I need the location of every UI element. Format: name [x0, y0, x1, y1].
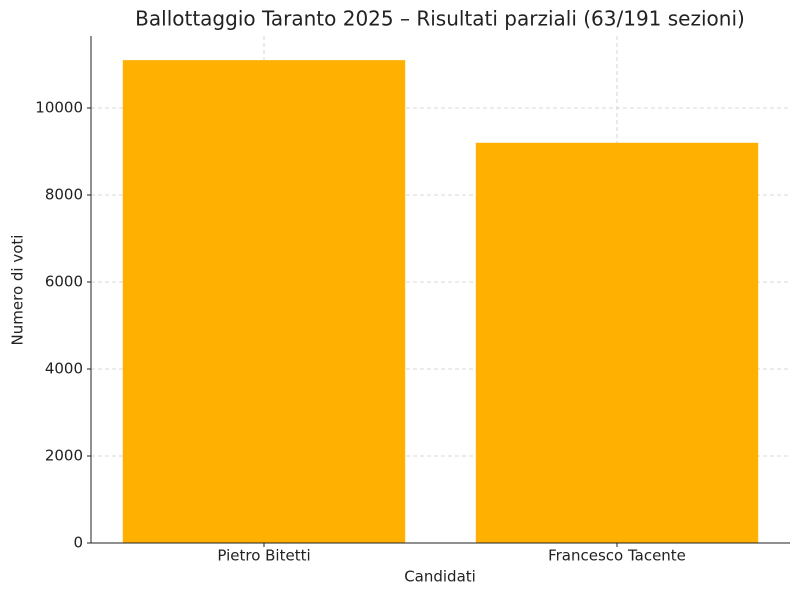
x-axis-label: Candidati	[404, 568, 476, 586]
bar	[475, 142, 759, 544]
x-tick-label: Francesco Tacente	[548, 547, 686, 565]
y-tick-label: 2000	[45, 446, 83, 464]
y-tick-label: 8000	[45, 185, 83, 203]
x-tick-label: Pietro Bitetti	[217, 547, 310, 565]
y-tick-label: 6000	[45, 272, 83, 290]
chart-title: Ballottaggio Taranto 2025 – Risultati pa…	[135, 7, 745, 31]
y-tick-label: 0	[73, 534, 83, 552]
bar	[122, 60, 406, 544]
y-tick-label: 10000	[35, 98, 83, 116]
y-axis-label: Numero di voti	[9, 235, 27, 346]
y-tick-label: 4000	[45, 359, 83, 377]
